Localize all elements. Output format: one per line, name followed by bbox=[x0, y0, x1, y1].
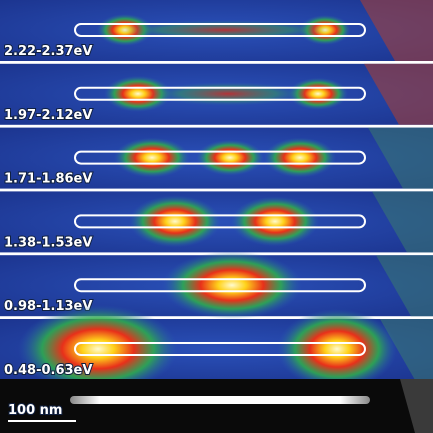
energy-label: 1.38-1.53eV bbox=[4, 235, 92, 250]
plasmon-hotspot bbox=[148, 82, 308, 106]
plasmon-hotspot bbox=[277, 309, 397, 389]
map-panel: 2.22-2.37eV bbox=[0, 0, 433, 61]
scale-bar-label: 100 nm bbox=[8, 403, 62, 418]
map-panel: 1.97-2.12eV bbox=[0, 64, 433, 125]
energy-label: 1.97-2.12eV bbox=[4, 108, 92, 123]
haadf-panel bbox=[0, 379, 433, 433]
plasmon-hotspot bbox=[129, 195, 221, 247]
energy-label: 2.22-2.37eV bbox=[4, 44, 92, 59]
map-panel: 1.71-1.86eV bbox=[0, 128, 433, 189]
plasmon-hotspot bbox=[264, 138, 336, 178]
plasmon-hotspot bbox=[196, 140, 264, 176]
nanorod bbox=[70, 396, 370, 404]
eels-figure: 2.22-2.37eV 1.97-2.12eV 1.71-1.86eV 1.38-1.… bbox=[0, 0, 433, 433]
map-panel: 1.38-1.53eV bbox=[0, 191, 433, 252]
energy-label: 0.48-0.63eV bbox=[4, 363, 92, 378]
plasmon-hotspot bbox=[114, 138, 190, 178]
energy-label: 1.71-1.86eV bbox=[4, 172, 92, 187]
plasmon-hotspot bbox=[231, 196, 319, 246]
plasmon-hotspot bbox=[162, 251, 302, 319]
